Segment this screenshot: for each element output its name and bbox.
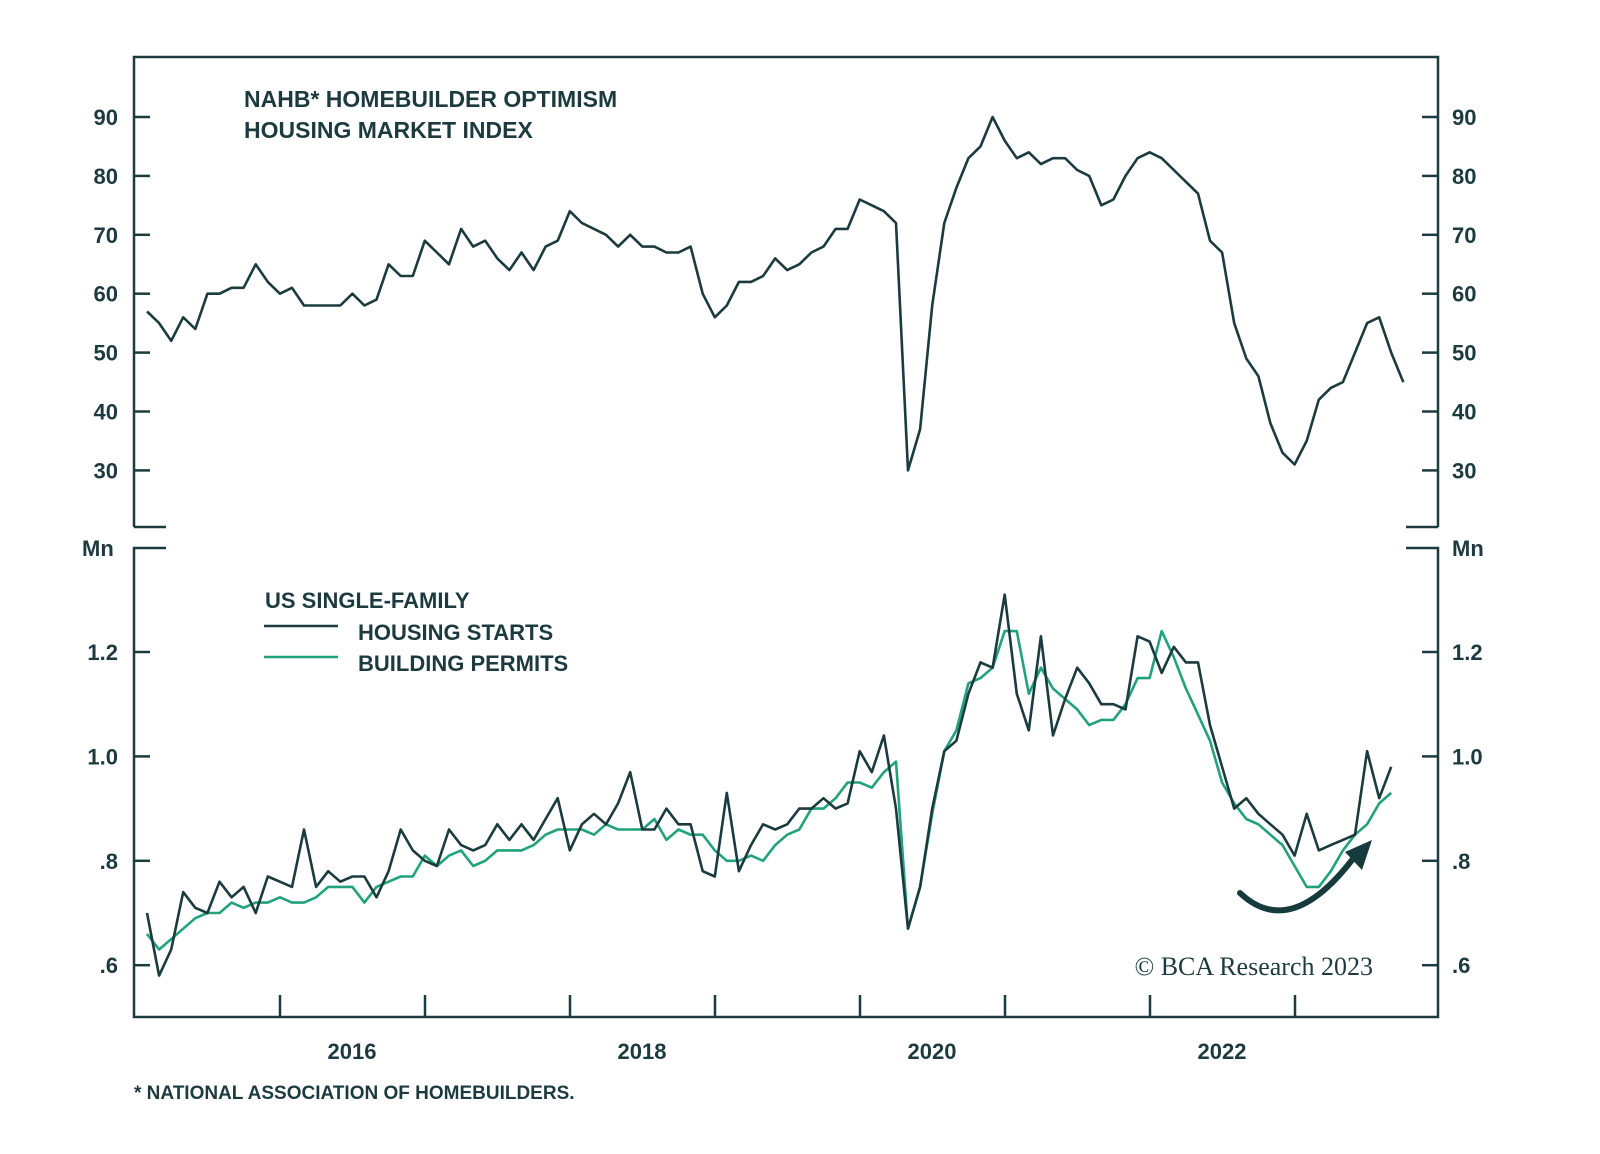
top-chart-title-line-1: NAHB* HOMEBUILDER OPTIMISM <box>244 86 617 112</box>
left-unit-label: Mn <box>82 536 114 561</box>
series-lines <box>145 115 1405 977</box>
x-tick-label: 2016 <box>328 1039 377 1064</box>
x-tick-label: 2022 <box>1198 1039 1247 1064</box>
y-tick-label-left: 50 <box>94 341 118 366</box>
y-tick-label-right: 70 <box>1452 223 1476 248</box>
y-tick-label-left: 40 <box>94 400 118 425</box>
y-tick-label-left: 70 <box>94 223 118 248</box>
housing-starts-line <box>145 593 1393 977</box>
bottom-panel-border <box>132 546 1440 1019</box>
building-permits-line <box>145 629 1393 951</box>
y-tick-label-right: .8 <box>1452 849 1470 874</box>
y-tick-label-right: 50 <box>1452 341 1476 366</box>
y-tick-label-left: .8 <box>100 849 118 874</box>
y-tick-label-left: 90 <box>94 105 118 130</box>
y-tick-label-right: 1.0 <box>1452 744 1483 769</box>
top-panel-border <box>132 55 1440 527</box>
y-tick-label-right: 80 <box>1452 164 1476 189</box>
y-tick-label-left: 60 <box>94 282 118 307</box>
nahb-index-line <box>146 115 1405 472</box>
y-tick-label-right: 1.2 <box>1452 640 1483 665</box>
y-tick-label-left: 1.0 <box>87 744 118 769</box>
y-tick-label-left: 1.2 <box>87 640 118 665</box>
y-tick-label-left: .6 <box>100 953 118 978</box>
axes: 30 30 40 40 50 50 60 60 70 70 80 80 90 90 .6 .6 .8 .8 1.0 1… <box>87 105 1482 1064</box>
y-tick-label-right: .6 <box>1452 953 1470 978</box>
y-tick-label-left: 30 <box>94 458 118 483</box>
chart-frame <box>132 55 1440 1019</box>
y-tick-label-right: 40 <box>1452 400 1476 425</box>
footnote: * NATIONAL ASSOCIATION OF HOMEBUILDERS. <box>134 1083 575 1104</box>
y-tick-label-right: 30 <box>1452 458 1476 483</box>
trend-arrow-icon <box>1237 840 1372 914</box>
y-tick-label-left: 80 <box>94 164 118 189</box>
legend-title: US SINGLE-FAMILY <box>265 588 470 613</box>
copyright-logo: © BCA Research 2023 <box>1134 952 1373 981</box>
y-tick-label-right: 60 <box>1452 282 1476 307</box>
y-tick-label-right: 90 <box>1452 105 1476 130</box>
legend-label-permits: BUILDING PERMITS <box>358 651 568 676</box>
x-tick-label: 2020 <box>908 1039 957 1064</box>
right-unit-label: Mn <box>1452 536 1484 561</box>
x-tick-label: 2018 <box>618 1039 667 1064</box>
top-chart-title-line-2: HOUSING MARKET INDEX <box>244 117 533 143</box>
legend: US SINGLE-FAMILY HOUSING STARTS BUILDING… <box>264 588 568 676</box>
legend-label-starts: HOUSING STARTS <box>358 620 553 645</box>
